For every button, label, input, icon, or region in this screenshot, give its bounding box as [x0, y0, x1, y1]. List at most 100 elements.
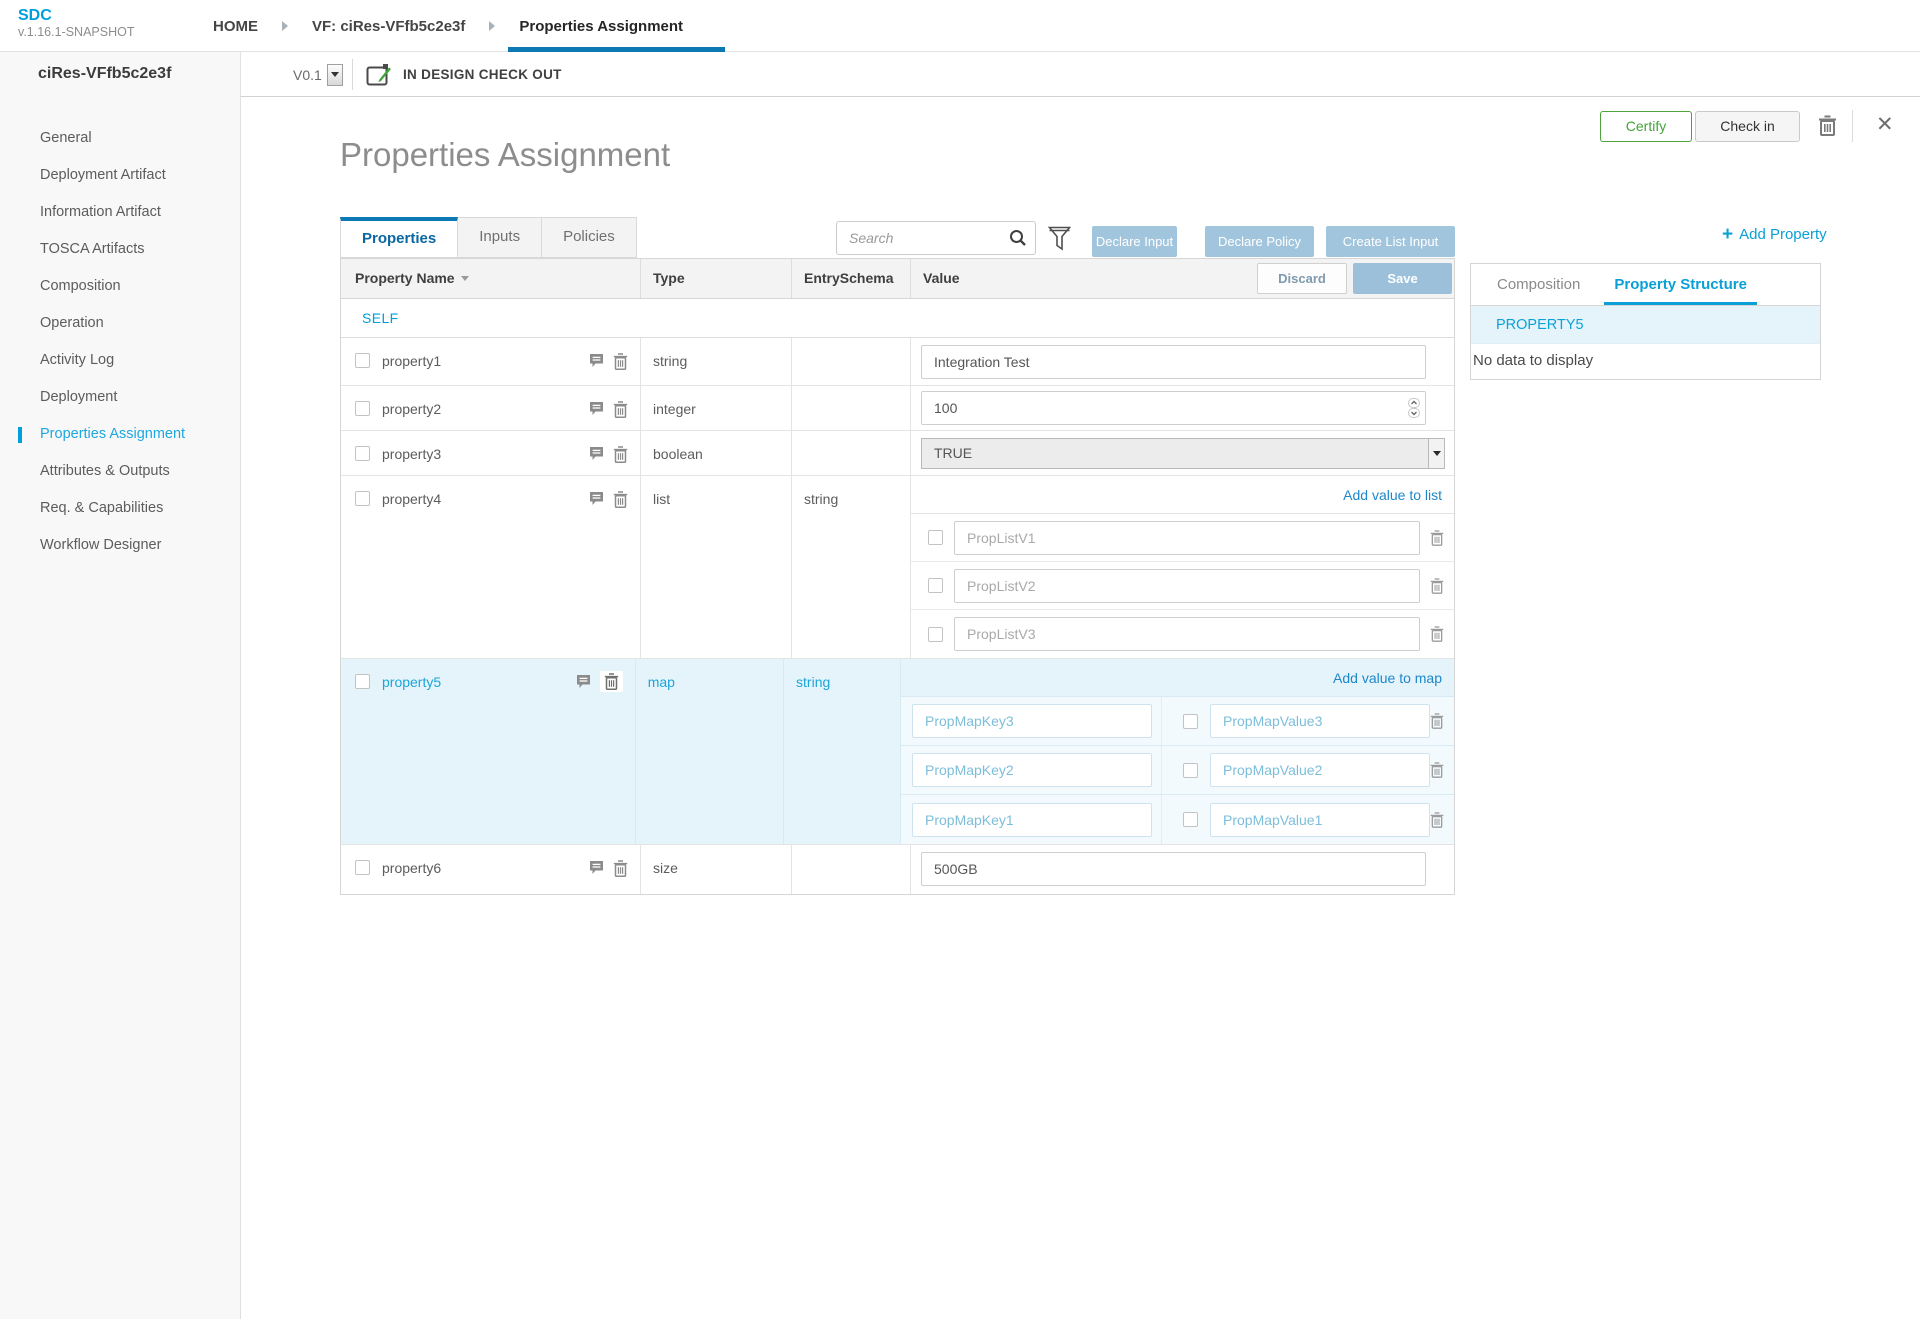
- sidebar-item-workflow-designer[interactable]: Workflow Designer: [40, 537, 162, 553]
- certify-button[interactable]: Certify: [1600, 111, 1692, 142]
- column-property-name[interactable]: Property Name: [341, 259, 641, 298]
- table-row: property2 integer: [341, 386, 1454, 431]
- version-selector[interactable]: V0.1: [293, 52, 343, 97]
- delete-row-icon[interactable]: [613, 353, 628, 370]
- tab-composition[interactable]: Composition: [1497, 276, 1581, 293]
- map-value-input[interactable]: [1210, 753, 1430, 787]
- comment-icon[interactable]: [589, 860, 604, 875]
- comment-icon[interactable]: [589, 491, 604, 506]
- property-name[interactable]: property2: [382, 401, 442, 417]
- tab-policies[interactable]: Policies: [542, 217, 637, 258]
- row-checkbox[interactable]: [355, 491, 370, 506]
- table-row: property1 string: [341, 338, 1454, 386]
- delete-row-icon[interactable]: [599, 671, 623, 692]
- sidebar-item-information-artifact[interactable]: Information Artifact: [40, 204, 161, 220]
- comment-icon[interactable]: [589, 446, 604, 461]
- map-entry: [901, 795, 1454, 844]
- map-entry-checkbox[interactable]: [1183, 762, 1198, 778]
- property-entryschema: [792, 386, 911, 430]
- breadcrumb-home[interactable]: HOME: [213, 17, 258, 35]
- delete-row-icon[interactable]: [613, 860, 628, 877]
- list-item-checkbox[interactable]: [928, 578, 943, 593]
- property6-value-input[interactable]: [921, 852, 1426, 886]
- delete-list-item-icon[interactable]: [1430, 577, 1444, 594]
- list-item-checkbox[interactable]: [928, 626, 943, 642]
- delete-row-icon[interactable]: [613, 446, 628, 463]
- map-value-input[interactable]: [1210, 704, 1430, 738]
- sidebar-item-deployment-artifact[interactable]: Deployment Artifact: [40, 167, 166, 183]
- tab-property-structure[interactable]: Property Structure: [1604, 264, 1757, 305]
- sidebar-item-deployment[interactable]: Deployment: [40, 389, 118, 405]
- delete-list-item-icon[interactable]: [1430, 529, 1444, 546]
- table-row: property4 list string Add value to list: [341, 476, 1454, 659]
- list-value-input[interactable]: [954, 568, 1420, 603]
- sidebar-item-req-capabilities[interactable]: Req. & Capabilities: [40, 500, 164, 516]
- sidebar-item-activity-log[interactable]: Activity Log: [40, 352, 115, 368]
- property-name[interactable]: property6: [382, 860, 442, 876]
- delete-row-icon[interactable]: [613, 401, 628, 418]
- sidebar-item-operation[interactable]: Operation: [40, 315, 104, 331]
- filter-icon[interactable]: [1048, 226, 1071, 252]
- list-item-checkbox[interactable]: [928, 530, 943, 545]
- delete-row-icon[interactable]: [613, 491, 628, 508]
- add-property-label: Add Property: [1739, 226, 1827, 243]
- comment-icon[interactable]: [576, 674, 591, 689]
- property-type: list: [641, 476, 792, 658]
- sidebar-item-properties-assignment[interactable]: Properties Assignment: [0, 416, 240, 453]
- row-checkbox[interactable]: [355, 674, 370, 689]
- tab-inputs[interactable]: Inputs: [458, 217, 543, 258]
- row-checkbox[interactable]: [355, 401, 370, 416]
- row-checkbox[interactable]: [355, 446, 370, 461]
- group-row-self[interactable]: SELF: [341, 299, 1454, 338]
- delete-map-entry-icon[interactable]: [1430, 713, 1444, 729]
- delete-map-entry-icon[interactable]: [1430, 811, 1444, 828]
- list-value-input[interactable]: [954, 520, 1420, 555]
- add-value-to-list-link[interactable]: Add value to list: [1343, 487, 1442, 503]
- comment-icon[interactable]: [589, 353, 604, 368]
- map-entry-checkbox[interactable]: [1183, 812, 1198, 827]
- declare-policy-button[interactable]: Declare Policy: [1205, 226, 1314, 257]
- delete-entity-icon[interactable]: [1818, 115, 1837, 136]
- delete-map-entry-icon[interactable]: [1430, 762, 1444, 778]
- map-key-input[interactable]: [912, 753, 1152, 787]
- property2-value-input[interactable]: [921, 391, 1426, 425]
- sidebar-item-composition[interactable]: Composition: [40, 278, 121, 294]
- row-checkbox[interactable]: [355, 353, 370, 368]
- delete-list-item-icon[interactable]: [1430, 626, 1444, 642]
- map-key-input[interactable]: [912, 704, 1152, 738]
- property1-value-input[interactable]: [921, 345, 1426, 379]
- search-input[interactable]: [836, 221, 1036, 255]
- comment-icon[interactable]: [589, 401, 604, 416]
- entity-name: ciRes-VFfb5c2e3f: [0, 52, 241, 97]
- property-name[interactable]: property1: [382, 353, 442, 369]
- add-property-button[interactable]: + Add Property: [1722, 225, 1827, 244]
- check-in-button[interactable]: Check in: [1695, 111, 1800, 142]
- row-checkbox[interactable]: [355, 860, 370, 875]
- map-entry-checkbox[interactable]: [1183, 713, 1198, 729]
- sdc-logo: SDC v.1.16.1-SNAPSHOT: [18, 7, 134, 40]
- save-button[interactable]: Save: [1353, 263, 1452, 294]
- breadcrumb-properties-assignment[interactable]: Properties Assignment: [519, 17, 684, 35]
- declare-input-button[interactable]: Declare Input: [1092, 226, 1177, 257]
- tab-properties[interactable]: Properties: [340, 217, 459, 258]
- version-dropdown-icon[interactable]: [326, 63, 343, 86]
- property3-value-select[interactable]: TRUE: [921, 438, 1445, 469]
- create-list-input-button[interactable]: Create List Input: [1326, 226, 1455, 257]
- active-breadcrumb-underline: [508, 47, 725, 52]
- map-key-input[interactable]: [912, 802, 1152, 837]
- property-name[interactable]: property4: [382, 491, 442, 507]
- property-name[interactable]: property5: [382, 674, 442, 690]
- map-value-input[interactable]: [1210, 802, 1430, 837]
- property-type: size: [641, 845, 792, 894]
- sidebar-item-general[interactable]: General: [40, 130, 92, 146]
- add-value-to-map-link[interactable]: Add value to map: [1333, 670, 1442, 686]
- property-name[interactable]: property3: [382, 446, 442, 462]
- discard-button[interactable]: Discard: [1257, 263, 1347, 294]
- close-icon[interactable]: ✕: [1876, 113, 1894, 136]
- sidebar-item-attributes-outputs[interactable]: Attributes & Outputs: [40, 463, 170, 479]
- sidebar-item-tosca-artifacts[interactable]: TOSCA Artifacts: [40, 241, 145, 257]
- selected-property-item[interactable]: PROPERTY5: [1471, 306, 1820, 344]
- number-stepper-icon[interactable]: [1408, 398, 1420, 418]
- breadcrumb-vf[interactable]: VF: ciRes-VFfb5c2e3f: [312, 17, 466, 35]
- list-value-input[interactable]: [954, 617, 1420, 651]
